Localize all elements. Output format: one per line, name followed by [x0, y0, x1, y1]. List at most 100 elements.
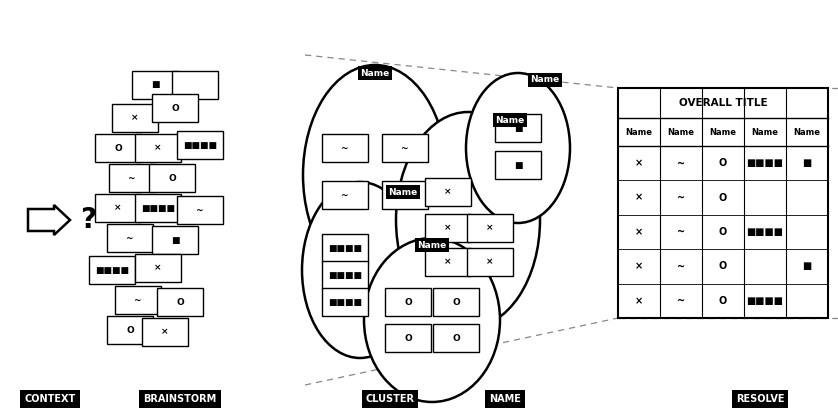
FancyBboxPatch shape [172, 71, 218, 99]
Text: ■■■■: ■■■■ [747, 158, 784, 168]
Text: ×: × [161, 328, 168, 336]
Text: O: O [127, 326, 134, 334]
Text: ×: × [635, 158, 643, 168]
FancyArrow shape [28, 205, 70, 235]
FancyBboxPatch shape [107, 224, 153, 252]
Ellipse shape [302, 182, 418, 358]
FancyBboxPatch shape [382, 181, 428, 209]
Text: O: O [719, 261, 727, 272]
FancyBboxPatch shape [433, 324, 479, 352]
Text: ~: ~ [677, 296, 685, 306]
Text: ~: ~ [677, 227, 685, 237]
Text: ×: × [114, 204, 122, 212]
Text: Name: Name [794, 127, 820, 137]
Text: BRAINSTORM: BRAINSTORM [143, 394, 217, 404]
Text: ×: × [444, 187, 452, 197]
Text: O: O [719, 158, 727, 168]
FancyBboxPatch shape [177, 196, 223, 224]
Ellipse shape [396, 112, 540, 328]
FancyBboxPatch shape [385, 288, 431, 316]
Text: ~: ~ [401, 143, 409, 153]
Text: ~: ~ [401, 191, 409, 199]
Text: ~: ~ [341, 191, 349, 199]
FancyBboxPatch shape [322, 261, 368, 289]
Text: Name: Name [388, 187, 417, 197]
Text: ×: × [486, 258, 494, 266]
FancyBboxPatch shape [322, 288, 368, 316]
Text: O: O [719, 296, 727, 306]
FancyBboxPatch shape [157, 288, 203, 316]
Text: ~: ~ [677, 158, 685, 168]
Text: O: O [114, 143, 122, 153]
FancyBboxPatch shape [322, 181, 368, 209]
FancyBboxPatch shape [107, 316, 153, 344]
FancyBboxPatch shape [152, 94, 198, 122]
Text: ×: × [444, 223, 452, 233]
Text: ■■■■: ■■■■ [95, 266, 129, 274]
Text: O: O [453, 297, 460, 307]
FancyBboxPatch shape [495, 114, 541, 142]
FancyBboxPatch shape [142, 318, 188, 346]
Text: ■: ■ [514, 160, 522, 170]
Text: ■■■■: ■■■■ [328, 271, 362, 279]
Text: ×: × [132, 114, 139, 122]
FancyBboxPatch shape [152, 226, 198, 254]
Text: O: O [168, 173, 176, 183]
FancyBboxPatch shape [382, 134, 428, 162]
FancyBboxPatch shape [89, 256, 135, 284]
FancyBboxPatch shape [135, 194, 181, 222]
FancyBboxPatch shape [132, 71, 178, 99]
Text: NAME: NAME [489, 394, 521, 404]
Text: ~: ~ [341, 143, 349, 153]
Text: ?: ? [80, 206, 96, 234]
Text: ■■■■: ■■■■ [747, 227, 784, 237]
FancyBboxPatch shape [135, 254, 181, 282]
FancyBboxPatch shape [322, 134, 368, 162]
Text: Name: Name [360, 68, 390, 78]
Text: O: O [453, 334, 460, 342]
Text: ■■■■: ■■■■ [328, 297, 362, 307]
FancyBboxPatch shape [149, 164, 195, 192]
Text: ~: ~ [128, 173, 136, 183]
Text: Name: Name [668, 127, 695, 137]
Text: ~: ~ [134, 295, 142, 305]
Text: ■■■■: ■■■■ [141, 204, 175, 212]
FancyBboxPatch shape [425, 214, 471, 242]
FancyBboxPatch shape [385, 324, 431, 352]
Text: ■: ■ [802, 261, 812, 272]
Text: O: O [176, 297, 184, 307]
Text: O: O [171, 103, 178, 112]
FancyBboxPatch shape [95, 134, 141, 162]
Ellipse shape [364, 238, 500, 402]
FancyBboxPatch shape [425, 248, 471, 276]
FancyBboxPatch shape [467, 248, 513, 276]
Text: ~: ~ [196, 205, 204, 215]
Text: ■: ■ [151, 80, 159, 90]
Text: ×: × [154, 143, 162, 153]
Text: O: O [404, 297, 411, 307]
FancyBboxPatch shape [109, 164, 155, 192]
Text: ■■■■: ■■■■ [183, 140, 217, 150]
Text: Name: Name [752, 127, 779, 137]
Text: ×: × [635, 296, 643, 306]
FancyBboxPatch shape [95, 194, 141, 222]
Text: ■: ■ [514, 124, 522, 132]
FancyBboxPatch shape [322, 234, 368, 262]
FancyBboxPatch shape [467, 214, 513, 242]
Text: ×: × [635, 193, 643, 203]
Text: ■■■■: ■■■■ [747, 296, 784, 306]
FancyBboxPatch shape [115, 286, 161, 314]
Text: ×: × [635, 227, 643, 237]
Text: CONTEXT: CONTEXT [24, 394, 75, 404]
Text: Name: Name [417, 241, 447, 249]
Text: Name: Name [625, 127, 653, 137]
Text: ×: × [154, 264, 162, 272]
FancyBboxPatch shape [425, 178, 471, 206]
Text: Name: Name [530, 75, 560, 85]
FancyBboxPatch shape [177, 131, 223, 159]
FancyBboxPatch shape [433, 288, 479, 316]
Text: ~: ~ [677, 261, 685, 272]
Text: ■: ■ [171, 235, 179, 245]
Text: O: O [719, 193, 727, 203]
Text: ×: × [635, 261, 643, 272]
